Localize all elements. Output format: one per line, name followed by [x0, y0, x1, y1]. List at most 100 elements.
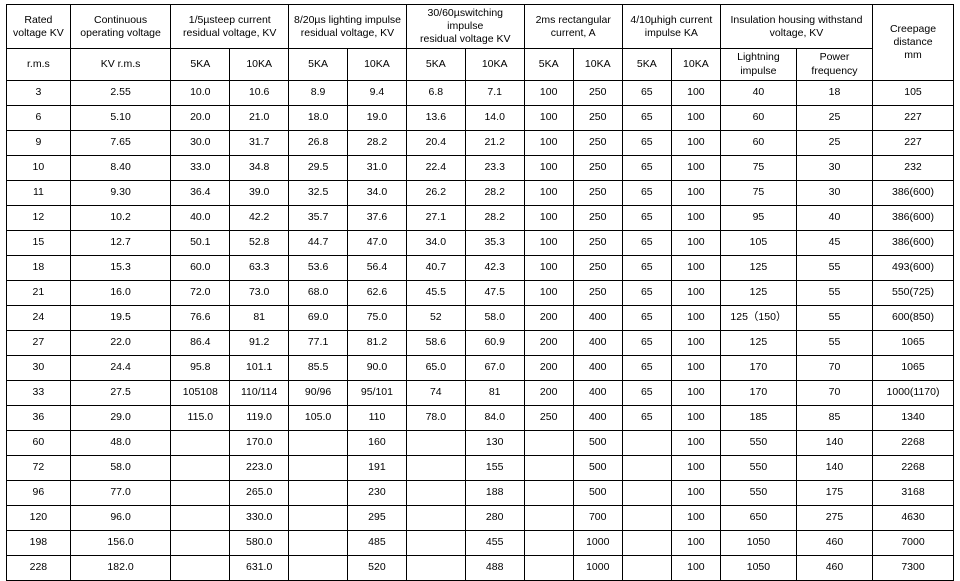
table-cell	[289, 430, 348, 455]
table-cell: 100	[524, 155, 573, 180]
table-cell: 100	[671, 505, 720, 530]
table-cell: 100	[671, 455, 720, 480]
table-cell: 250	[573, 130, 622, 155]
table-cell: 58.0	[70, 455, 171, 480]
sub-rms: r.m.s	[7, 49, 71, 80]
table-cell: 100	[671, 530, 720, 555]
table-cell: 460	[796, 530, 872, 555]
table-cell	[406, 455, 465, 480]
table-cell: 100	[671, 355, 720, 380]
table-cell: 47.0	[348, 230, 407, 255]
table-cell: 85	[796, 405, 872, 430]
table-cell: 15	[7, 230, 71, 255]
table-cell: 100	[524, 230, 573, 255]
table-cell: 21.2	[465, 130, 524, 155]
table-cell: 600(850)	[873, 305, 954, 330]
table-cell: 22.0	[70, 330, 171, 355]
table-cell: 72	[7, 455, 71, 480]
table-cell	[524, 555, 573, 580]
table-cell: 27	[7, 330, 71, 355]
table-cell: 156.0	[70, 530, 171, 555]
table-cell	[524, 530, 573, 555]
table-cell: 10.2	[70, 205, 171, 230]
table-cell	[171, 530, 230, 555]
table-cell	[171, 555, 230, 580]
table-cell: 550	[720, 455, 796, 480]
table-cell: 60	[720, 105, 796, 130]
table-row: 1512.750.152.844.747.034.035.31002506510…	[7, 230, 954, 255]
table-cell: 460	[796, 555, 872, 580]
table-cell: 25	[796, 130, 872, 155]
table-cell: 16.0	[70, 280, 171, 305]
table-cell: 21	[7, 280, 71, 305]
table-cell: 75.0	[348, 305, 407, 330]
table-cell: 198	[7, 530, 71, 555]
table-cell: 100	[671, 405, 720, 430]
table-cell	[622, 505, 671, 530]
table-cell	[622, 530, 671, 555]
table-cell: 130	[465, 430, 524, 455]
table-cell: 100	[671, 480, 720, 505]
table-cell: 10.0	[171, 80, 230, 105]
table-cell: 250	[573, 280, 622, 305]
table-cell: 26.8	[289, 130, 348, 155]
table-cell: 32.5	[289, 180, 348, 205]
table-cell: 75	[720, 155, 796, 180]
table-cell: 700	[573, 505, 622, 530]
table-row: 3327.5105108110/11490/9695/1017481200400…	[7, 380, 954, 405]
table-row: 198156.0580.0485455100010010504607000	[7, 530, 954, 555]
table-cell: 24	[7, 305, 71, 330]
table-cell: 29.0	[70, 405, 171, 430]
table-cell	[171, 480, 230, 505]
table-cell	[524, 455, 573, 480]
table-row: 2116.072.073.068.062.645.547.51002506510…	[7, 280, 954, 305]
table-cell: 20.4	[406, 130, 465, 155]
table-cell: 12.7	[70, 230, 171, 255]
table-cell: 100	[524, 280, 573, 305]
table-cell: 120	[7, 505, 71, 530]
table-cell: 170.0	[230, 430, 289, 455]
table-cell: 60.9	[465, 330, 524, 355]
table-cell: 105.0	[289, 405, 348, 430]
table-cell: 400	[573, 355, 622, 380]
table-cell	[622, 430, 671, 455]
table-cell: 100	[671, 180, 720, 205]
table-cell: 13.6	[406, 105, 465, 130]
table-cell: 39.0	[230, 180, 289, 205]
table-cell: 100	[671, 305, 720, 330]
table-cell: 100	[671, 105, 720, 130]
table-cell	[406, 530, 465, 555]
table-cell: 65.0	[406, 355, 465, 380]
table-row: 12096.0330.02952807001006502754630	[7, 505, 954, 530]
sub-5ka: 5KA	[171, 49, 230, 80]
table-cell: 81.2	[348, 330, 407, 355]
sub-10ka: 10KA	[671, 49, 720, 80]
table-cell: 200	[524, 355, 573, 380]
table-cell: 550(725)	[873, 280, 954, 305]
table-cell: 85.5	[289, 355, 348, 380]
sub-10ka: 10KA	[573, 49, 622, 80]
table-row: 3629.0115.0119.0105.011078.084.025040065…	[7, 405, 954, 430]
table-cell	[524, 505, 573, 530]
table-cell: 30	[796, 180, 872, 205]
table-cell: 6	[7, 105, 71, 130]
table-cell	[171, 455, 230, 480]
table-cell: 30.0	[171, 130, 230, 155]
table-cell: 91.2	[230, 330, 289, 355]
table-cell: 22.4	[406, 155, 465, 180]
table-cell	[622, 455, 671, 480]
table-cell: 33.0	[171, 155, 230, 180]
table-cell: 47.5	[465, 280, 524, 305]
table-row: 1210.240.042.235.737.627.128.21002506510…	[7, 205, 954, 230]
table-cell: 21.0	[230, 105, 289, 130]
table-cell: 65	[622, 130, 671, 155]
table-cell: 500	[573, 480, 622, 505]
table-cell	[622, 555, 671, 580]
table-cell: 3	[7, 80, 71, 105]
table-row: 9677.0265.02301885001005501753168	[7, 480, 954, 505]
table-cell: 62.6	[348, 280, 407, 305]
table-cell: 119.0	[230, 405, 289, 430]
table-cell: 100	[671, 155, 720, 180]
table-cell: 105108	[171, 380, 230, 405]
table-cell: 228	[7, 555, 71, 580]
